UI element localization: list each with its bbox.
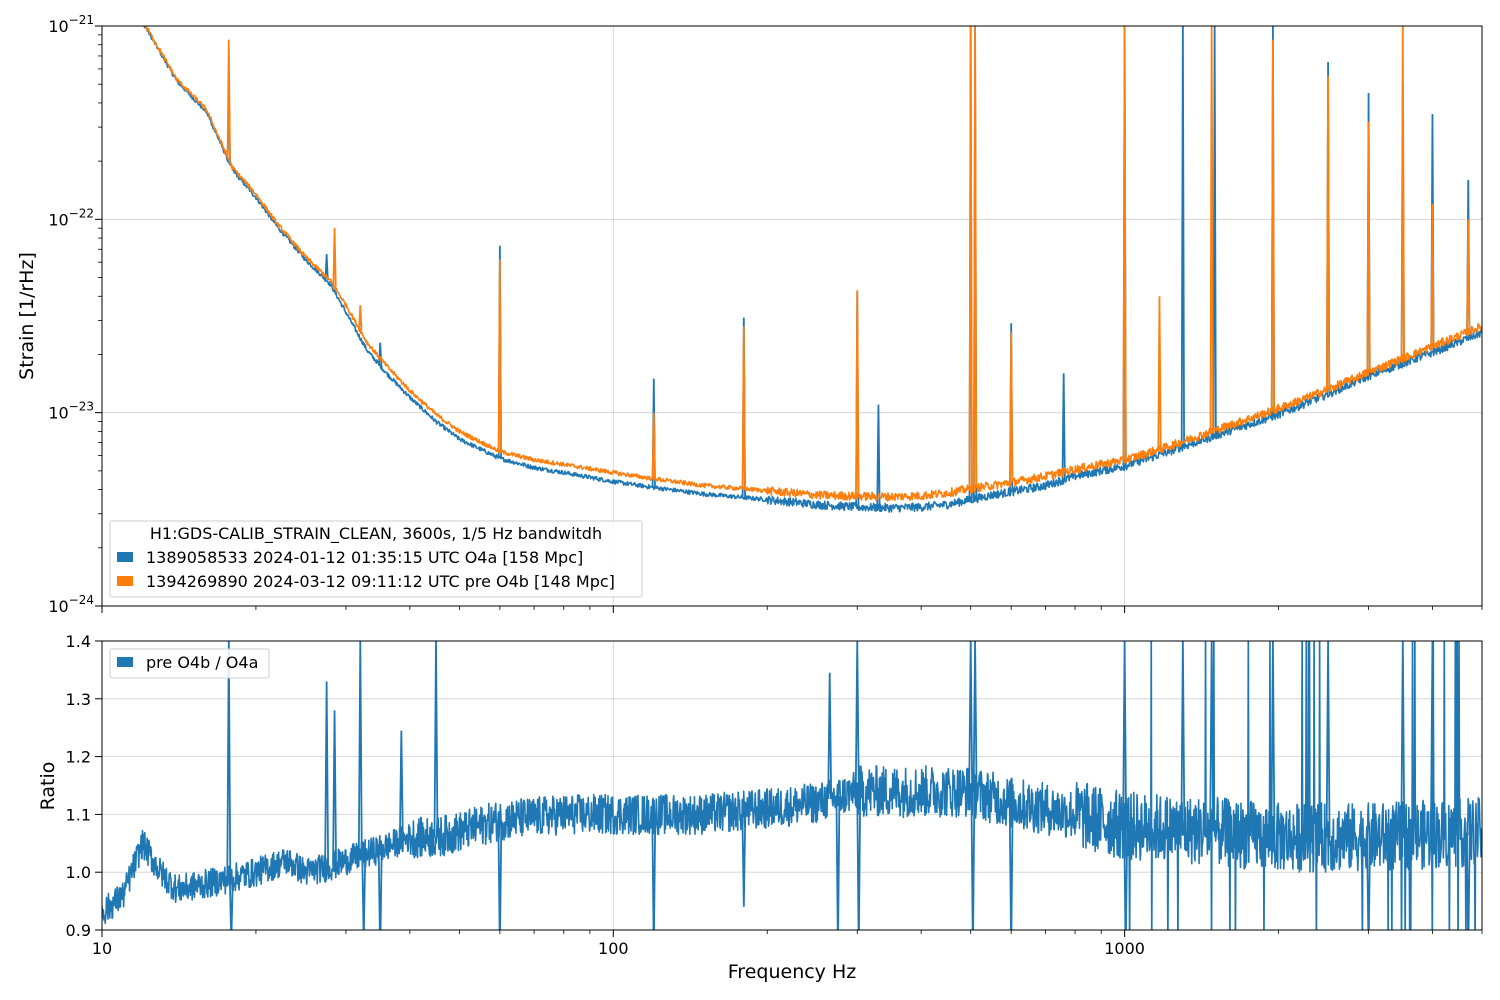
ratio-spike [854,641,860,792]
spectral-line-pre-o4b [332,228,337,288]
ratio-spike [1366,837,1371,930]
ratio-spike [1209,641,1215,832]
strain-axes-frame [101,25,1483,607]
legend-entry-o4a: 1389058533 2024-01-12 01:35:15 UTC O4a [… [146,548,583,567]
strain-y-tick-label: 10−22 [48,206,94,229]
ratio-spike [835,796,841,930]
ratio-spike [651,814,657,930]
ratio-axes-frame [101,640,1483,931]
ratio-spike [827,672,833,800]
ratio-y-axis-label: Ratio [37,762,59,811]
x-axis-label: Frequency Hz [728,961,856,983]
ratio-spike [1008,802,1014,930]
spectral-line-pre-o4b [651,412,656,479]
strain-y-axis-label: Strain [1/rHz] [16,252,38,380]
spectral-line-pre-o4b [1209,26,1214,432]
legend-swatch-ratio [117,657,133,667]
ratio-y-tick-label: 1.1 [66,805,91,824]
strain-legend-title: H1:GDS-CALIB_STRAIN_CLEAN, 3600s, 1/5 Hz… [150,524,602,544]
ratio-spike [357,641,363,856]
spectral-line-pre-o4b [497,259,502,452]
spectral-line-pre-o4b [855,290,860,497]
ratio-spike [856,791,862,930]
ratio-spike [1180,641,1186,830]
series-line-o4a [143,26,1482,513]
ratio-spike [968,641,974,792]
spectral-line-pre-o4b [972,26,978,488]
ratio-spike [970,791,976,930]
strain-legend-box [109,520,643,598]
spectral-line-pre-o4b [1466,219,1471,332]
spectral-line-pre-o4b [1157,296,1162,450]
spectral-line-o4a [1061,373,1066,480]
ratio-spike [497,820,503,930]
spectral-line-pre-o4b [1366,121,1371,373]
ratio-spike [398,730,404,841]
ratio-y-tick-label: 1.0 [66,863,91,882]
spectral-line-o4a [324,254,329,281]
spectral-line-pre-o4b [226,39,231,160]
strain-legend: H1:GDS-CALIB_STRAIN_CLEAN, 3600s, 1/5 Hz… [109,520,643,598]
spectral-line-o4a [1212,26,1217,436]
spectral-line-pre-o4b [1400,26,1405,359]
ratio-panel: 10 100 1000 0.9 1.0 1.1 1.2 1.3 1.4 Ratio Freque… [37,632,1483,983]
series-line-ratio [102,641,1482,930]
strain-ticks: 10−24 10−23 10−22 10−21 [48,13,1483,616]
spectral-line-pre-o4b [1009,332,1014,483]
spectral-line-pre-o4b [1270,39,1276,411]
ratio-spike [1270,641,1276,838]
ratio-spike [228,878,234,930]
ratio-y-tick-label: 1.3 [66,690,91,709]
spectral-line-pre-o4b [1325,76,1331,390]
ratio-spike [332,710,337,865]
ratio-legend: pre O4b / O4a [109,648,270,679]
ratio-spike [1400,641,1406,836]
ratio-spike [226,641,232,879]
spectral-line-pre-o4b [1430,204,1435,347]
legend-swatch-o4a [117,552,133,562]
ratio-legend-box [109,648,270,679]
strain-y-tick-label: 10−23 [48,400,94,423]
ratio-spike [324,681,330,868]
x-tick-label: 100 [598,939,629,958]
strain-y-tick-label: 10−21 [48,13,94,36]
spectral-line-o4a [1180,26,1185,447]
spectral-line-pre-o4b [358,305,363,331]
ratio-spike [1123,826,1129,930]
x-tick-label: 1000 [1104,939,1145,958]
strain-y-tick-label: 10−24 [48,593,94,616]
strain-series-group [143,26,1482,513]
ratio-spike [433,641,439,838]
series-line-pre-o4b [143,26,1482,502]
ratio-ticks: 10 100 1000 0.9 1.0 1.1 1.2 1.3 1.4 [66,632,1483,958]
legend-entry-pre-o4b: 1394269890 2024-03-12 09:11:12 UTC pre O… [146,572,615,591]
ratio-spike [741,810,747,907]
x-tick-label: 10 [92,939,112,958]
ratio-spike [1465,832,1471,930]
spectral-line-pre-o4b [741,326,746,489]
ratio-spike [361,854,367,930]
ratio-y-tick-label: 0.9 [66,921,91,940]
ratio-y-tick-label: 1.2 [66,748,91,767]
spectral-line-pre-o4b [1122,26,1127,460]
ratio-spike [1122,641,1128,826]
spectral-line-pre-o4b [968,26,973,489]
legend-swatch-pre-o4b [117,576,133,586]
ratio-spike [1325,641,1331,838]
spectral-line-o4a [876,404,881,508]
legend-entry-ratio: pre O4b / O4a [146,653,258,672]
ratio-spike [972,641,978,793]
ratio-series-group [102,641,1482,930]
ratio-y-tick-label: 1.4 [66,632,91,651]
ratio-spike [1430,641,1435,835]
strain-panel: 10−24 10−23 10−22 10−21 Strain [1/rHz] H1:G… [16,13,1483,616]
ratio-spike [377,849,383,930]
